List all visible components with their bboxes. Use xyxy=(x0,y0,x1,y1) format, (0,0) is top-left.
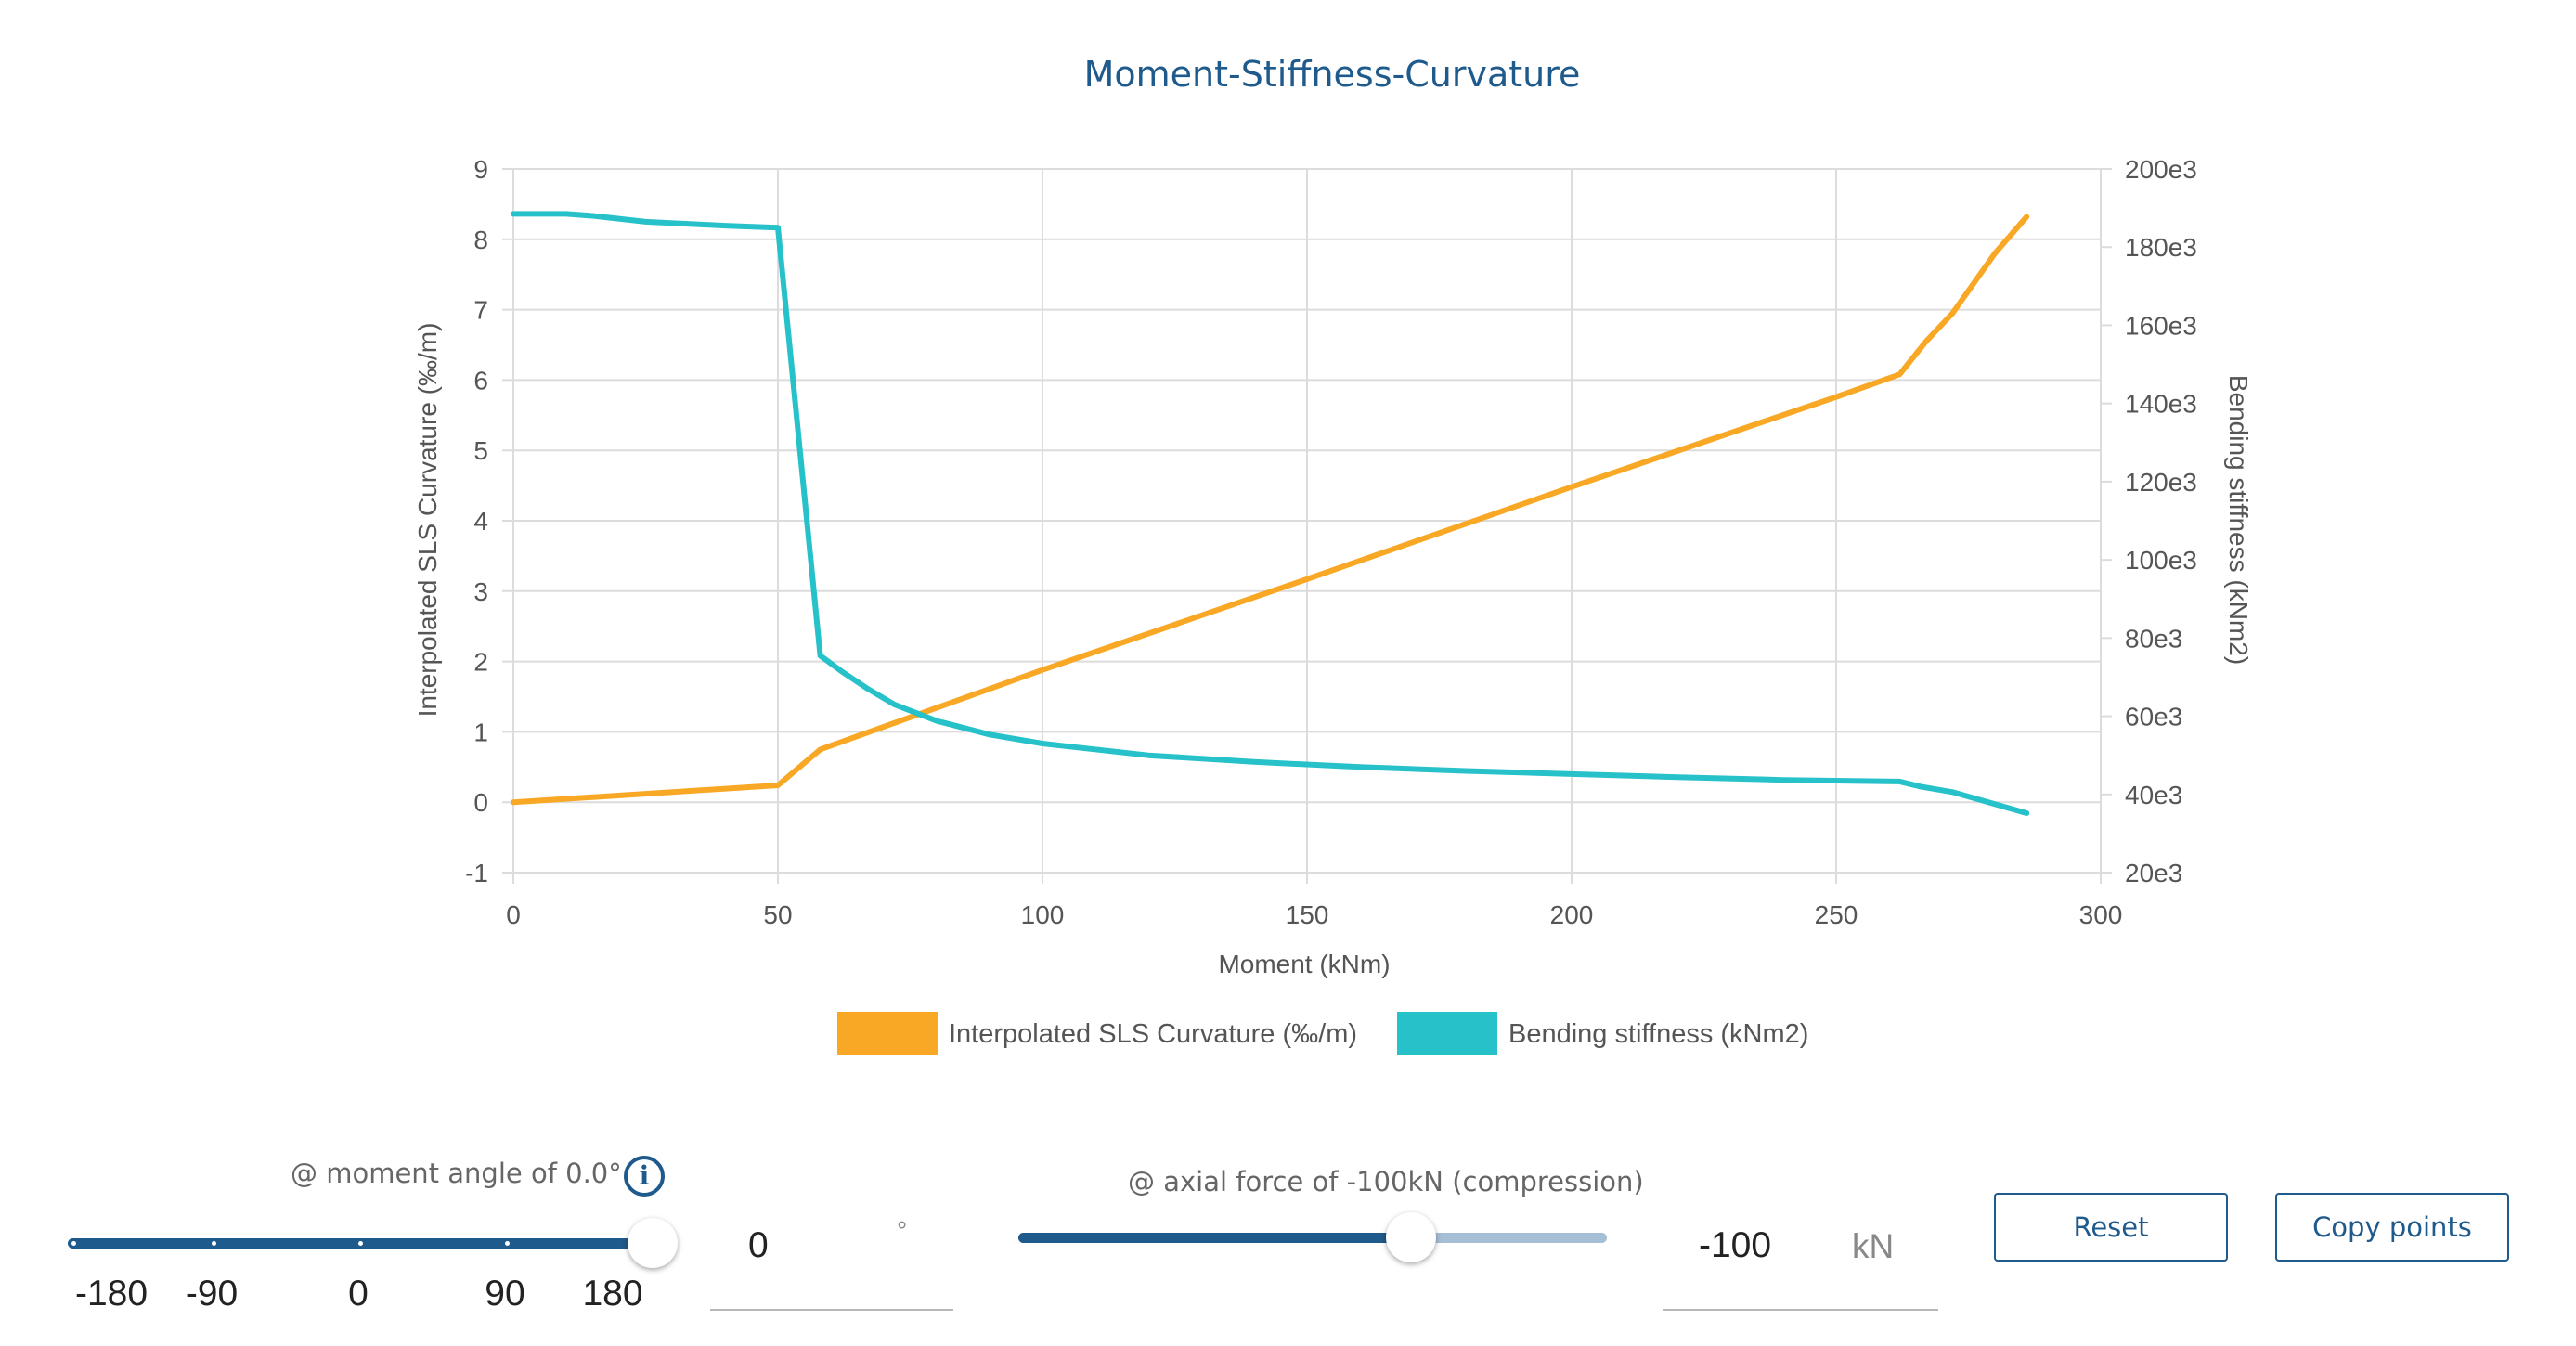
right-tick-label: 60e3 xyxy=(2125,703,2182,731)
moment-angle-label: @ moment angle of 0.0° xyxy=(291,1158,622,1189)
x-tick-label: 0 xyxy=(506,900,521,929)
x-axis-label: Moment (kNm) xyxy=(1218,950,1390,978)
legend-swatch-curvature[interactable] xyxy=(837,1012,938,1055)
axial-force-label: @ axial force of -100kN (compression) xyxy=(1128,1166,1644,1197)
left-tick-label: 1 xyxy=(473,718,488,746)
right-tick-label: 20e3 xyxy=(2125,859,2182,887)
axial-force-input[interactable]: -100 xyxy=(1699,1225,1772,1265)
moment-angle-tick-dot xyxy=(505,1241,510,1246)
x-tick-label: 250 xyxy=(1815,900,1858,929)
axial-force-slider-fill[interactable] xyxy=(1018,1233,1411,1243)
moment-angle-tick-dot xyxy=(212,1241,216,1246)
copy-points-button[interactable]: Copy points xyxy=(2275,1193,2509,1262)
left-tick-label: 2 xyxy=(473,648,488,677)
stiffness-series-line xyxy=(511,211,2030,816)
moment-angle-mark: 90 xyxy=(485,1274,525,1314)
left-tick-label: 5 xyxy=(473,436,488,465)
right-tick-label: 80e3 xyxy=(2125,624,2182,653)
curvature-series-line xyxy=(511,214,2030,806)
reset-button[interactable]: Reset xyxy=(1994,1193,2228,1262)
right-tick-label: 40e3 xyxy=(2125,781,2182,809)
moment-angle-tick-dot xyxy=(358,1241,363,1246)
right-axis-label: Bending stiffness (kNm2) xyxy=(2224,375,2253,665)
moment-angle-mark: 0 xyxy=(348,1274,369,1314)
moment-angle-slider-thumb[interactable] xyxy=(628,1218,678,1268)
moment-angle-mark: -90 xyxy=(185,1274,239,1314)
left-axis-ticks: -1 0 1 2 3 4 5 6 7 8 9 xyxy=(465,155,488,887)
kn-unit: kN xyxy=(1852,1227,1895,1265)
legend-label-stiffness[interactable]: Bending stiffness (kNm2) xyxy=(1508,1019,1808,1049)
x-tick-label: 100 xyxy=(1021,900,1065,929)
left-tick-label: -1 xyxy=(465,859,488,887)
axial-force-input-underline xyxy=(1663,1309,1938,1311)
info-icon[interactable]: i xyxy=(624,1156,665,1197)
x-tick-label: 300 xyxy=(2079,900,2123,929)
left-axis-label: Interpolated SLS Curvature (‰/m) xyxy=(413,323,442,718)
chart-title: Moment-Stiffness-Curvature xyxy=(1084,54,1581,95)
chart: Moment-Stiffness-Curvature 0 50 100 150 200 2… xyxy=(413,54,2253,1055)
right-tick-label: 160e3 xyxy=(2125,311,2197,340)
axial-force-slider-thumb[interactable] xyxy=(1385,1212,1436,1262)
legend: Interpolated SLS Curvature (‰/m) Bending… xyxy=(837,1012,1808,1055)
x-tick-label: 50 xyxy=(763,900,792,929)
moment-angle-mark: 180 xyxy=(582,1274,643,1314)
chart-grid xyxy=(502,168,2112,884)
right-tick-label: 180e3 xyxy=(2125,233,2197,262)
x-axis-ticks: 0 50 100 150 200 250 300 xyxy=(506,900,2122,929)
left-tick-label: 0 xyxy=(473,788,488,817)
left-tick-label: 7 xyxy=(473,296,488,325)
right-tick-label: 140e3 xyxy=(2125,390,2197,419)
legend-swatch-stiffness[interactable] xyxy=(1397,1012,1497,1055)
x-tick-label: 150 xyxy=(1286,900,1329,929)
chart-series xyxy=(511,211,2030,816)
left-tick-label: 3 xyxy=(473,577,488,606)
left-tick-label: 8 xyxy=(473,226,488,254)
moment-angle-mark: -180 xyxy=(74,1274,149,1314)
left-tick-label: 4 xyxy=(473,507,488,536)
degree-unit: ° xyxy=(897,1216,908,1245)
left-tick-label: 6 xyxy=(473,366,488,395)
right-tick-label: 200e3 xyxy=(2125,155,2197,184)
moment-angle-input-underline xyxy=(710,1309,953,1311)
x-tick-label: 200 xyxy=(1550,900,1594,929)
moment-angle-tick-dot xyxy=(71,1241,76,1246)
right-tick-label: 100e3 xyxy=(2125,546,2197,575)
legend-label-curvature[interactable]: Interpolated SLS Curvature (‰/m) xyxy=(949,1019,1357,1049)
left-tick-label: 9 xyxy=(473,155,488,184)
moment-angle-input[interactable]: 0 xyxy=(748,1225,769,1265)
right-tick-label: 120e3 xyxy=(2125,468,2197,497)
right-axis-ticks: 20e3 40e3 60e3 80e3 100e3 120e3 140e3 160e3 180e… xyxy=(2125,155,2197,887)
